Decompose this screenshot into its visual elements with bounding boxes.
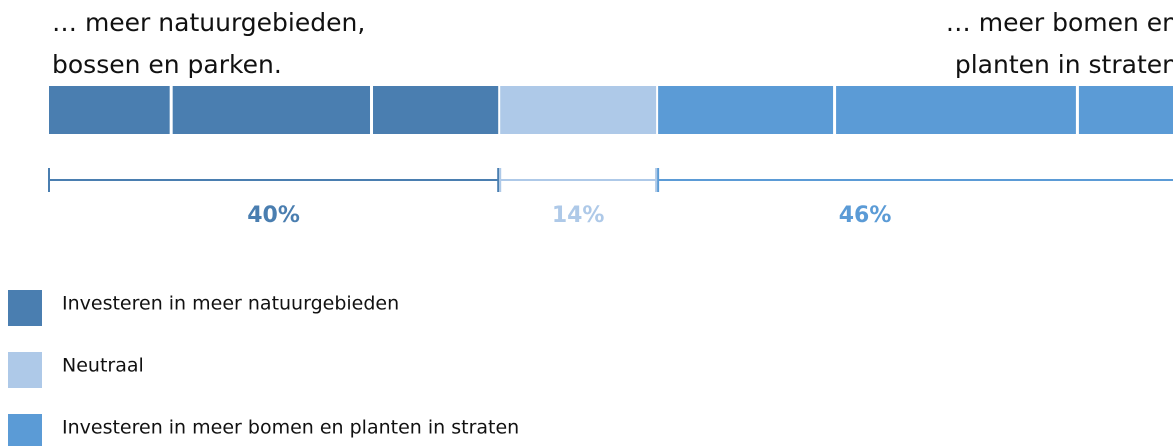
legend-label: Neutraal xyxy=(62,355,144,377)
left-label: … meer natuurgebieden, xyxy=(52,8,365,37)
legend-label: Investeren in meer natuurgebieden xyxy=(62,293,399,315)
right-label: planten in straten xyxy=(955,50,1173,79)
divider xyxy=(370,86,374,134)
value-label: 14% xyxy=(552,203,605,228)
legend-swatch xyxy=(8,352,42,388)
value-label: 46% xyxy=(839,203,892,228)
right-label: … meer bomen en xyxy=(946,8,1173,37)
divider xyxy=(169,86,173,134)
divider xyxy=(833,86,837,134)
bar-segment xyxy=(500,86,657,134)
left-label: bossen en parken. xyxy=(52,50,282,79)
bar-segment xyxy=(658,86,1173,134)
legend-swatch xyxy=(8,290,42,326)
legend-swatch xyxy=(8,414,42,446)
legend-label: Investeren in meer bomen en planten in s… xyxy=(62,417,519,439)
value-label: 40% xyxy=(247,203,300,228)
divider xyxy=(1075,86,1079,134)
bar-segment xyxy=(49,86,499,134)
